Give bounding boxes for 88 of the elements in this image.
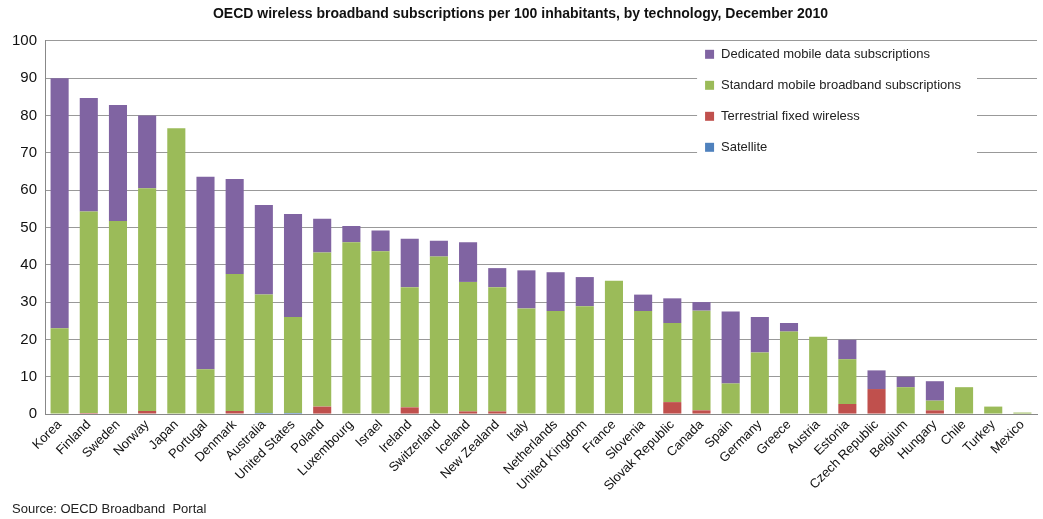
bar bbox=[371, 251, 390, 414]
legend-label: Terrestrial fixed wireless bbox=[721, 108, 861, 124]
bar bbox=[604, 280, 623, 414]
y-tick-label: 80 bbox=[20, 105, 38, 123]
bar bbox=[400, 287, 419, 408]
bar bbox=[692, 410, 711, 414]
bar bbox=[925, 381, 944, 401]
y-tick-label: 70 bbox=[20, 142, 38, 160]
bar bbox=[429, 240, 448, 257]
bar bbox=[429, 256, 448, 414]
y-tick-label: 90 bbox=[20, 68, 38, 86]
legend-label: Standard mobile broadband subscriptions bbox=[721, 77, 962, 93]
bar bbox=[838, 359, 857, 404]
bar bbox=[838, 403, 857, 414]
bar bbox=[721, 383, 740, 414]
bar bbox=[283, 317, 303, 413]
bar bbox=[400, 407, 419, 414]
bar bbox=[838, 339, 857, 360]
bar bbox=[79, 211, 98, 413]
bar bbox=[108, 221, 128, 414]
bar bbox=[663, 322, 682, 403]
y-tick-label: 40 bbox=[20, 254, 38, 272]
bar bbox=[779, 331, 799, 414]
y-tick-label: 30 bbox=[20, 292, 38, 310]
bar bbox=[984, 406, 1003, 414]
bar bbox=[342, 225, 361, 243]
bar bbox=[225, 178, 244, 275]
legend-label: Dedicated mobile data subscriptions bbox=[721, 46, 931, 62]
bar bbox=[138, 411, 157, 414]
bar bbox=[634, 311, 653, 414]
bar bbox=[809, 336, 828, 414]
bar bbox=[400, 238, 419, 288]
y-tick-label: 100 bbox=[12, 30, 38, 48]
bar bbox=[50, 78, 69, 329]
bar bbox=[313, 252, 332, 407]
bar bbox=[138, 188, 157, 412]
y-tick-label: 60 bbox=[20, 180, 38, 198]
source-note: Source: OECD Broadband Portal bbox=[12, 501, 207, 517]
bar bbox=[459, 281, 478, 412]
bar bbox=[692, 302, 711, 311]
bar bbox=[867, 370, 886, 390]
y-tick-label: 20 bbox=[20, 329, 38, 347]
bar bbox=[867, 389, 886, 414]
bar bbox=[517, 270, 536, 309]
bar bbox=[225, 274, 244, 412]
bar bbox=[138, 115, 157, 189]
bar bbox=[546, 272, 565, 312]
bar bbox=[575, 277, 594, 307]
chart-title: OECD wireless broadband subscriptions per 100 inhabitants, by technology, December 2010 bbox=[212, 5, 829, 22]
y-tick-label: 0 bbox=[28, 404, 38, 422]
bar bbox=[750, 317, 769, 353]
bar bbox=[663, 402, 682, 414]
bar bbox=[896, 376, 915, 388]
bar bbox=[925, 400, 944, 411]
bar bbox=[896, 387, 915, 414]
bar bbox=[779, 322, 799, 332]
bar bbox=[634, 294, 653, 312]
bar bbox=[488, 287, 507, 412]
bar bbox=[721, 311, 740, 384]
bar bbox=[108, 105, 128, 222]
bar bbox=[79, 97, 98, 212]
y-tick-label: 50 bbox=[20, 217, 38, 235]
bar bbox=[488, 268, 507, 288]
bar bbox=[546, 311, 565, 414]
bar bbox=[517, 308, 536, 414]
bar bbox=[196, 369, 215, 414]
bar bbox=[313, 218, 332, 253]
bar bbox=[371, 230, 390, 252]
bar bbox=[50, 328, 69, 414]
bar bbox=[663, 298, 682, 323]
bar bbox=[254, 205, 273, 295]
bar bbox=[575, 306, 594, 414]
bar bbox=[225, 411, 244, 414]
bar bbox=[750, 352, 769, 414]
bar bbox=[196, 176, 215, 370]
bar bbox=[459, 411, 478, 414]
bar bbox=[692, 310, 711, 411]
bar bbox=[955, 387, 974, 414]
bar bbox=[459, 242, 478, 282]
y-tick-label: 10 bbox=[20, 366, 38, 384]
legend-label: Satellite bbox=[721, 139, 768, 155]
bar bbox=[925, 410, 944, 414]
bar bbox=[342, 242, 361, 414]
bar bbox=[254, 294, 273, 413]
bar bbox=[488, 411, 507, 414]
bar bbox=[283, 213, 303, 318]
bar bbox=[167, 128, 186, 414]
bar bbox=[313, 406, 332, 414]
